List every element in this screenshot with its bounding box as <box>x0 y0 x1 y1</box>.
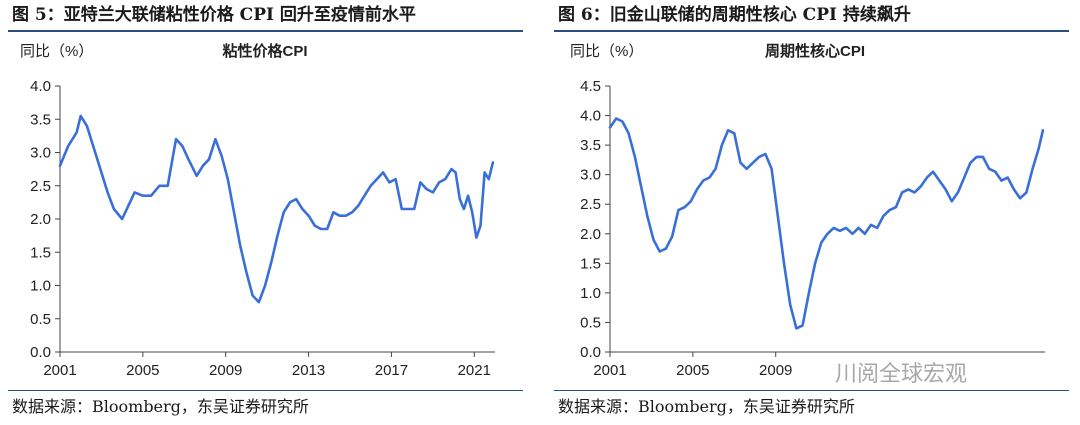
y-tick-label: 0.5 <box>580 314 601 331</box>
y-tick-label: 4.0 <box>580 108 601 125</box>
y-tick-label: 4.5 <box>580 78 601 95</box>
figure-5-title: 图 5：亚特兰大联储粘性价格 CPI 回升至疫情前水平 <box>8 0 523 32</box>
y-tick-label: 2.5 <box>580 196 601 213</box>
y-axis-label: 同比（%） <box>570 43 643 60</box>
series-line <box>58 114 495 304</box>
y-tick-label: 1.5 <box>30 244 51 261</box>
x-tick-label: 2021 <box>458 362 491 379</box>
figure-5-source: 数据来源：Bloomberg，东吴证券研究所 <box>8 390 523 425</box>
x-tick-label: 2001 <box>593 362 626 379</box>
y-tick-label: 1.0 <box>30 278 51 295</box>
y-tick-label: 0.0 <box>580 344 601 361</box>
y-tick-label: 0.5 <box>30 311 51 328</box>
x-tick-label: 2013 <box>292 362 325 379</box>
y-tick-label: 0.0 <box>30 344 51 361</box>
x-tick-label: 2005 <box>676 362 709 379</box>
y-tick-label: 1.5 <box>580 255 601 272</box>
x-tick-label: 2009 <box>209 362 242 379</box>
figure-6-panel: 图 6：旧金山联储的周期性核心 CPI 持续飙升 同比（%） 周期性核心CPI 0.… <box>550 0 1080 425</box>
y-tick-label: 3.0 <box>580 167 601 184</box>
cyclical-core-cpi-chart: 同比（%） 周期性核心CPI 0.0 0.5 1.0 1.5 2.0 2.5 3.0 3.5 4.0… <box>570 42 1045 379</box>
y-tick-label: 3.0 <box>30 145 51 162</box>
chart-title: 粘性价格CPI <box>222 42 307 60</box>
x-tick-label: 2009 <box>759 362 792 379</box>
series-line <box>608 117 1045 330</box>
x-tick-label: 2017 <box>375 362 408 379</box>
sticky-price-cpi-chart: 同比（%） 粘性价格CPI 0.0 0.5 1.0 1.5 2.0 2.5 3.0 3.5 4.0 2… <box>20 42 495 379</box>
figure-6-title: 图 6：旧金山联储的周期性核心 CPI 持续飙升 <box>554 0 1069 32</box>
x-tick-label: 2001 <box>43 362 76 379</box>
y-tick-label: 2.0 <box>580 226 601 243</box>
y-tick-label: 4.0 <box>30 78 51 95</box>
y-tick-label: 3.5 <box>30 111 51 128</box>
chart-title: 周期性核心CPI <box>765 42 865 60</box>
y-axis-label: 同比（%） <box>20 43 93 60</box>
y-tick-label: 2.0 <box>30 211 51 228</box>
figure-6-source: 数据来源：Bloomberg，东吴证券研究所 <box>554 390 1069 425</box>
wechat-watermark: 川阅全球宏观 <box>835 362 968 387</box>
y-tick-label: 1.0 <box>580 285 601 302</box>
y-tick-label: 3.5 <box>580 137 601 154</box>
x-tick-label: 2005 <box>126 362 159 379</box>
y-tick-label: 2.5 <box>30 178 51 195</box>
figure-5-panel: 图 5：亚特兰大联储粘性价格 CPI 回升至疫情前水平 同比（%） 粘性价格CPI… <box>0 0 530 425</box>
